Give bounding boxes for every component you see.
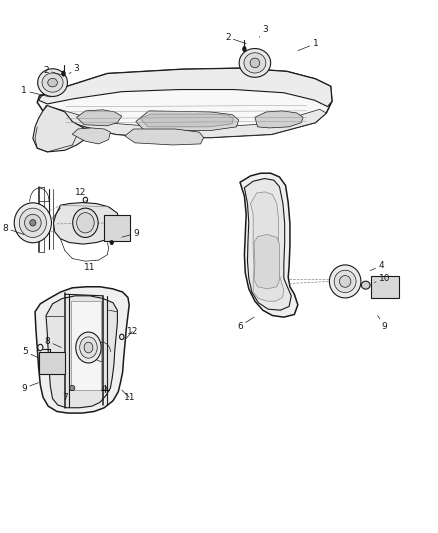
Ellipse shape (42, 73, 63, 92)
Polygon shape (35, 287, 129, 413)
Ellipse shape (38, 69, 67, 96)
Text: 3: 3 (259, 25, 268, 37)
Ellipse shape (244, 53, 266, 73)
Text: 9: 9 (122, 229, 139, 238)
Ellipse shape (250, 58, 260, 68)
Polygon shape (77, 110, 122, 126)
Polygon shape (254, 235, 279, 289)
Text: 3: 3 (69, 64, 80, 74)
Text: 8: 8 (2, 224, 24, 235)
Polygon shape (46, 296, 117, 408)
Ellipse shape (80, 337, 97, 358)
Text: 1: 1 (298, 39, 318, 51)
Ellipse shape (239, 49, 271, 77)
Text: 2: 2 (225, 33, 246, 44)
Ellipse shape (19, 208, 46, 238)
Ellipse shape (110, 240, 113, 245)
Ellipse shape (339, 276, 351, 287)
Polygon shape (72, 128, 110, 144)
Polygon shape (255, 111, 303, 128)
Ellipse shape (84, 342, 93, 353)
Text: 10: 10 (374, 274, 390, 282)
Text: 2: 2 (43, 66, 65, 76)
Ellipse shape (73, 208, 98, 238)
Ellipse shape (76, 332, 101, 363)
Text: 1: 1 (21, 86, 50, 97)
Text: 11: 11 (84, 260, 95, 272)
Polygon shape (37, 68, 332, 138)
Ellipse shape (25, 214, 41, 231)
Polygon shape (33, 106, 88, 152)
Text: 11: 11 (122, 390, 135, 401)
Text: 12: 12 (75, 189, 87, 201)
Ellipse shape (30, 220, 36, 226)
Polygon shape (53, 203, 119, 244)
Text: 4: 4 (370, 261, 384, 271)
Text: 8: 8 (44, 337, 61, 348)
Text: 12: 12 (126, 327, 138, 338)
Ellipse shape (361, 281, 370, 289)
Text: 5: 5 (22, 348, 39, 358)
Ellipse shape (48, 78, 57, 87)
Polygon shape (39, 68, 332, 107)
Polygon shape (251, 192, 284, 301)
Ellipse shape (334, 270, 356, 293)
Polygon shape (43, 106, 326, 138)
Ellipse shape (329, 265, 361, 298)
Ellipse shape (243, 46, 246, 52)
Ellipse shape (14, 203, 52, 243)
Polygon shape (244, 179, 291, 310)
Text: 7: 7 (62, 390, 71, 401)
FancyBboxPatch shape (71, 301, 101, 390)
Text: 6: 6 (237, 317, 254, 330)
Ellipse shape (77, 213, 94, 233)
FancyBboxPatch shape (371, 276, 399, 298)
Ellipse shape (70, 385, 75, 391)
Polygon shape (240, 173, 298, 317)
FancyBboxPatch shape (39, 352, 65, 374)
Ellipse shape (62, 71, 65, 76)
FancyBboxPatch shape (104, 215, 130, 241)
Text: 9: 9 (378, 316, 388, 330)
Text: 9: 9 (21, 383, 39, 392)
Polygon shape (140, 114, 233, 127)
Polygon shape (125, 129, 204, 145)
Polygon shape (136, 111, 239, 131)
